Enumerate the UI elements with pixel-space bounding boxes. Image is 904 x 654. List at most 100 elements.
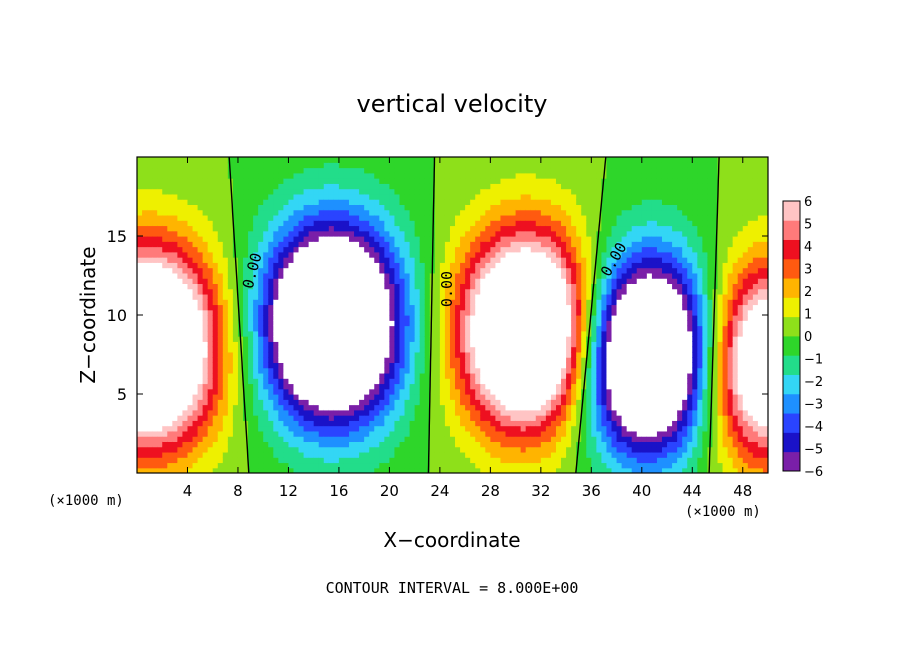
field-cell (480, 220, 486, 227)
field-cell (429, 415, 436, 421)
field-cell (399, 441, 406, 448)
field-cell (550, 467, 557, 473)
field-cell (505, 236, 512, 242)
field-cell (197, 283, 204, 290)
field-cell (328, 425, 335, 432)
field-cell (207, 230, 214, 237)
field-cell (419, 204, 426, 211)
field-cell (167, 315, 173, 321)
field-cell (495, 420, 502, 427)
field-cell (545, 236, 552, 242)
field-cell (258, 451, 264, 458)
field-cell (303, 415, 310, 421)
field-cell (475, 367, 481, 374)
field-cell (490, 178, 497, 184)
field-cell (343, 278, 350, 284)
field-cell (167, 157, 173, 163)
field-cell (439, 283, 446, 290)
field-cell (500, 262, 507, 269)
field-cell (248, 430, 254, 437)
field-cell (202, 409, 209, 416)
field-cell (182, 446, 189, 453)
field-cell (248, 246, 254, 253)
field-cell (222, 267, 229, 274)
field-cell (298, 272, 305, 279)
field-cell (147, 246, 153, 253)
field-cell (369, 341, 375, 348)
field-cell (293, 394, 300, 400)
field-cell (555, 409, 562, 416)
field-cell (313, 199, 320, 205)
field-cell (172, 293, 178, 300)
field-cell (323, 346, 330, 353)
field-cell (530, 372, 537, 379)
field-cell (147, 172, 153, 179)
field-cell (510, 341, 517, 348)
field-cell (470, 183, 476, 190)
field-cell (354, 241, 360, 248)
field-cell (283, 372, 290, 379)
field-cell (147, 157, 153, 163)
field-cell (162, 204, 168, 211)
field-cell (147, 188, 153, 195)
field-cell (414, 183, 421, 190)
field-cell (510, 425, 517, 432)
field-cell (278, 304, 284, 311)
field-cell (349, 325, 355, 332)
field-cell (510, 251, 517, 258)
field-cell (192, 383, 199, 390)
field-cell (227, 257, 234, 263)
field-cell (364, 372, 370, 379)
field-cell (384, 441, 390, 448)
field-cell (222, 167, 229, 174)
field-cell (338, 262, 345, 269)
field-cell (545, 420, 552, 427)
field-cell (258, 367, 264, 374)
field-cell (475, 309, 481, 316)
field-cell (530, 383, 537, 390)
field-cell (263, 357, 269, 363)
field-cell (323, 320, 330, 327)
field-cell (520, 346, 527, 353)
field-cell (162, 425, 168, 432)
field-cell (283, 394, 290, 400)
field-cell (248, 304, 254, 311)
field-cell (318, 209, 325, 216)
field-cell (404, 394, 411, 400)
field-cell (167, 204, 173, 211)
field-cell (389, 209, 396, 216)
field-cell (505, 209, 512, 216)
field-cell (409, 178, 416, 184)
field-cell (465, 209, 471, 216)
field-cell (429, 178, 436, 184)
field-cell (157, 357, 163, 363)
field-cell (243, 351, 249, 358)
field-cell (419, 336, 426, 342)
field-cell (202, 457, 209, 464)
field-cell (404, 341, 411, 348)
field-cell (525, 162, 532, 169)
field-cell (212, 257, 219, 263)
field-cell (399, 283, 406, 290)
field-cell (535, 309, 542, 316)
field-cell (470, 236, 476, 242)
field-cell (137, 220, 143, 227)
field-cell (288, 278, 295, 284)
field-cell (273, 304, 279, 311)
field-cell (217, 430, 224, 437)
field-cell (343, 346, 350, 353)
field-cell (273, 193, 279, 200)
field-cell (283, 241, 290, 248)
field-cell (389, 278, 396, 284)
field-cell (308, 446, 315, 453)
field-cell (313, 220, 320, 227)
field-cell (384, 388, 390, 395)
field-cell (359, 188, 365, 195)
field-cell (338, 341, 345, 348)
field-cell (404, 446, 411, 453)
field-cell (535, 251, 542, 258)
field-cell (237, 225, 244, 232)
field-cell (202, 446, 209, 453)
field-cell (167, 351, 173, 358)
field-cell (263, 257, 269, 263)
